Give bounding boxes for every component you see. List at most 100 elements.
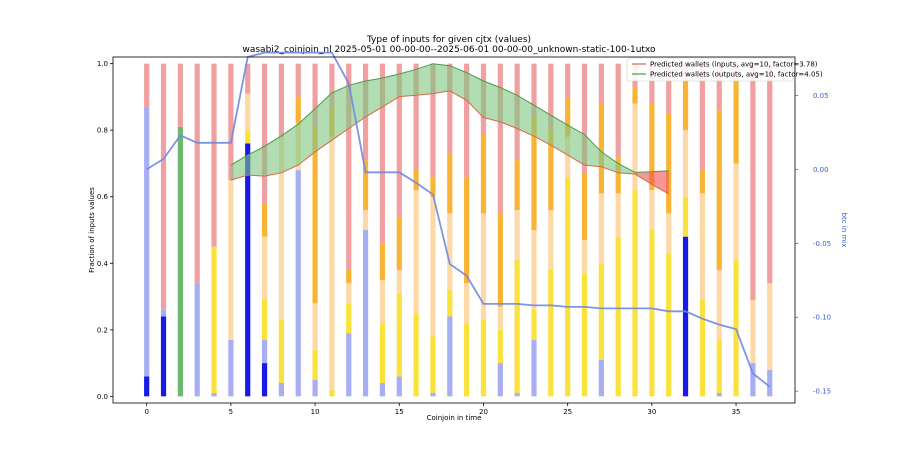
y2-axis-ticks: -0.15 -0.10 -0.05 0.00 0.05 [795, 92, 831, 396]
bar-segment-peach-x10 [312, 303, 318, 350]
bar-segment-peach-x12 [346, 283, 352, 304]
bar-segment-salmon-x34 [716, 63, 722, 111]
x-tick-label-5: 5 [229, 408, 233, 416]
x-axis-label: Coinjoin in time [427, 414, 482, 422]
bar-segment-yellow-x21 [497, 329, 503, 364]
bar-segment-lightblue-x10 [312, 379, 318, 397]
bar-segment-yellow-x14 [379, 323, 386, 384]
bar-segment-salmon-x24 [548, 63, 554, 131]
bar-segment-lightblue-x17 [430, 393, 436, 397]
bar-segment-yellow-x34 [716, 339, 722, 394]
bar-segment-yellow-x6 [245, 130, 251, 144]
bar-segment-salmon-x3 [194, 63, 200, 284]
bar-segment-peach-x32 [682, 130, 689, 197]
bar-segment-orange-x12 [346, 269, 352, 284]
y-tick-label-0.0: 0.0 [97, 393, 108, 401]
bar-segment-yellow-x15 [396, 293, 402, 377]
bar-segment-salmon-x2 [177, 63, 183, 127]
bar-segment-yellow-x11 [329, 389, 335, 397]
bar-segment-yellow-x7 [261, 299, 268, 340]
x-tick-label-15: 15 [395, 408, 404, 416]
bar-segment-lightblue-x1 [160, 309, 167, 317]
bar-segment-peach-x14 [379, 279, 386, 324]
btc-in-mix-series [146, 51, 771, 388]
y2-tick-label--0.15: -0.15 [813, 388, 831, 396]
bar-segment-orange-x21 [497, 213, 503, 307]
bar-segment-salmon-x16 [413, 63, 419, 171]
bar-segment-peach-x24 [548, 210, 554, 270]
bar-segment-lightblue-x9 [295, 170, 301, 397]
bar-segment-yellow-x8 [278, 319, 284, 384]
bar-segment-yellow-x20 [480, 319, 487, 397]
bar-segment-orange-x19 [464, 176, 470, 284]
bar-segment-orange-x13 [362, 160, 369, 211]
chart-subtitle: wasabi2_coinjoin_nl 2025-05-01 00-00-00-… [242, 45, 656, 55]
bar-segment-lightblue-x8 [278, 383, 284, 397]
bar-segment-lightblue-x22 [514, 393, 520, 397]
bar-segment-salmon-x14 [379, 63, 386, 244]
bar-segment-salmon-x23 [531, 63, 537, 117]
bar-segment-orange-x18 [447, 153, 453, 214]
bar-segment-yellow-x12 [346, 303, 352, 334]
bar-segment-lightblue-x7 [261, 339, 268, 364]
bar-segment-peach-x11 [329, 136, 335, 390]
bar-segment-salmon-x33 [699, 63, 705, 171]
bar-segment-orange-x35 [733, 80, 739, 164]
bar-segment-peach-x25 [565, 136, 571, 177]
bar-segment-lightblue-x4 [211, 393, 217, 397]
bar-segment-peach-x5 [228, 180, 234, 340]
bar-segment-yellow-x23 [531, 309, 537, 340]
x-axis-ticks: 0 5 10 15 20 25 30 35 [144, 403, 741, 416]
bar-segment-salmon-x8 [278, 63, 284, 137]
bar-segment-yellow-x10 [312, 349, 318, 380]
x-tick-label-35: 35 [732, 408, 741, 416]
bar-segment-orange-x27 [598, 103, 604, 194]
bar-segment-salmon-x6 [245, 63, 251, 94]
band-inputs-above [635, 170, 669, 195]
bar-segment-lightblue-x12 [346, 333, 352, 397]
bar-segment-yellow-x31 [666, 253, 672, 397]
bar-segment-yellow-x28 [615, 236, 621, 397]
bar-segment-peach-x27 [598, 193, 604, 264]
bar-segment-orange-x26 [581, 173, 588, 240]
bar-segment-peach-x34 [716, 269, 722, 340]
bar-segment-peach-x16 [413, 190, 419, 314]
bar-segment-salmon-x37 [767, 63, 773, 284]
bar-segment-yellow-x35 [733, 259, 739, 397]
bar-segment-salmon-x27 [598, 63, 604, 104]
bar-segment-salmon-x18 [447, 63, 453, 154]
prediction-lines [230, 63, 669, 195]
bar-segment-blue-x6 [245, 143, 251, 397]
bar-segment-blue-x1 [160, 316, 167, 397]
bar-segment-yellow-x18 [447, 289, 453, 317]
bar-segment-orange-x28 [615, 156, 621, 194]
bar-segment-orange-x9 [295, 96, 301, 124]
bar-segment-lightblue-x37 [767, 369, 773, 397]
bar-segment-orange-x29 [632, 86, 638, 104]
bar-segment-peach-x23 [531, 230, 537, 310]
bar-segment-yellow-x19 [464, 323, 470, 397]
bar-segment-orange-x31 [666, 113, 672, 214]
bar-segment-yellow-x4 [211, 246, 217, 394]
bar-segment-yellow-x30 [649, 230, 655, 397]
legend-entry-inputs: Predicted wallets (inputs, avg=10, facto… [650, 61, 818, 69]
bar-segment-peach-x37 [767, 283, 773, 370]
stacked-bars [144, 63, 773, 397]
bar-segment-salmon-x12 [346, 63, 352, 270]
bar-segment-orange-x34 [716, 110, 722, 270]
bar-segment-peach-x35 [733, 163, 739, 260]
bar-segment-yellow-x29 [632, 190, 638, 397]
bar-segment-lightblue-x13 [362, 230, 369, 397]
bar-segment-salmon-x19 [464, 63, 470, 177]
bar-segment-salmon-x26 [581, 63, 588, 174]
line-predicted-inputs [230, 90, 669, 195]
bar-segment-salmon-x21 [497, 63, 503, 214]
x-tick-label-10: 10 [311, 408, 320, 416]
bar-segment-peach-x8 [278, 136, 284, 320]
bar-segment-orange-x17 [430, 176, 436, 197]
bar-segment-salmon-x28 [615, 63, 621, 157]
bar-segment-yellow-x26 [581, 273, 588, 397]
bar-segment-peach-x28 [615, 193, 621, 237]
y2-axis-label: btc in mix [840, 213, 848, 248]
